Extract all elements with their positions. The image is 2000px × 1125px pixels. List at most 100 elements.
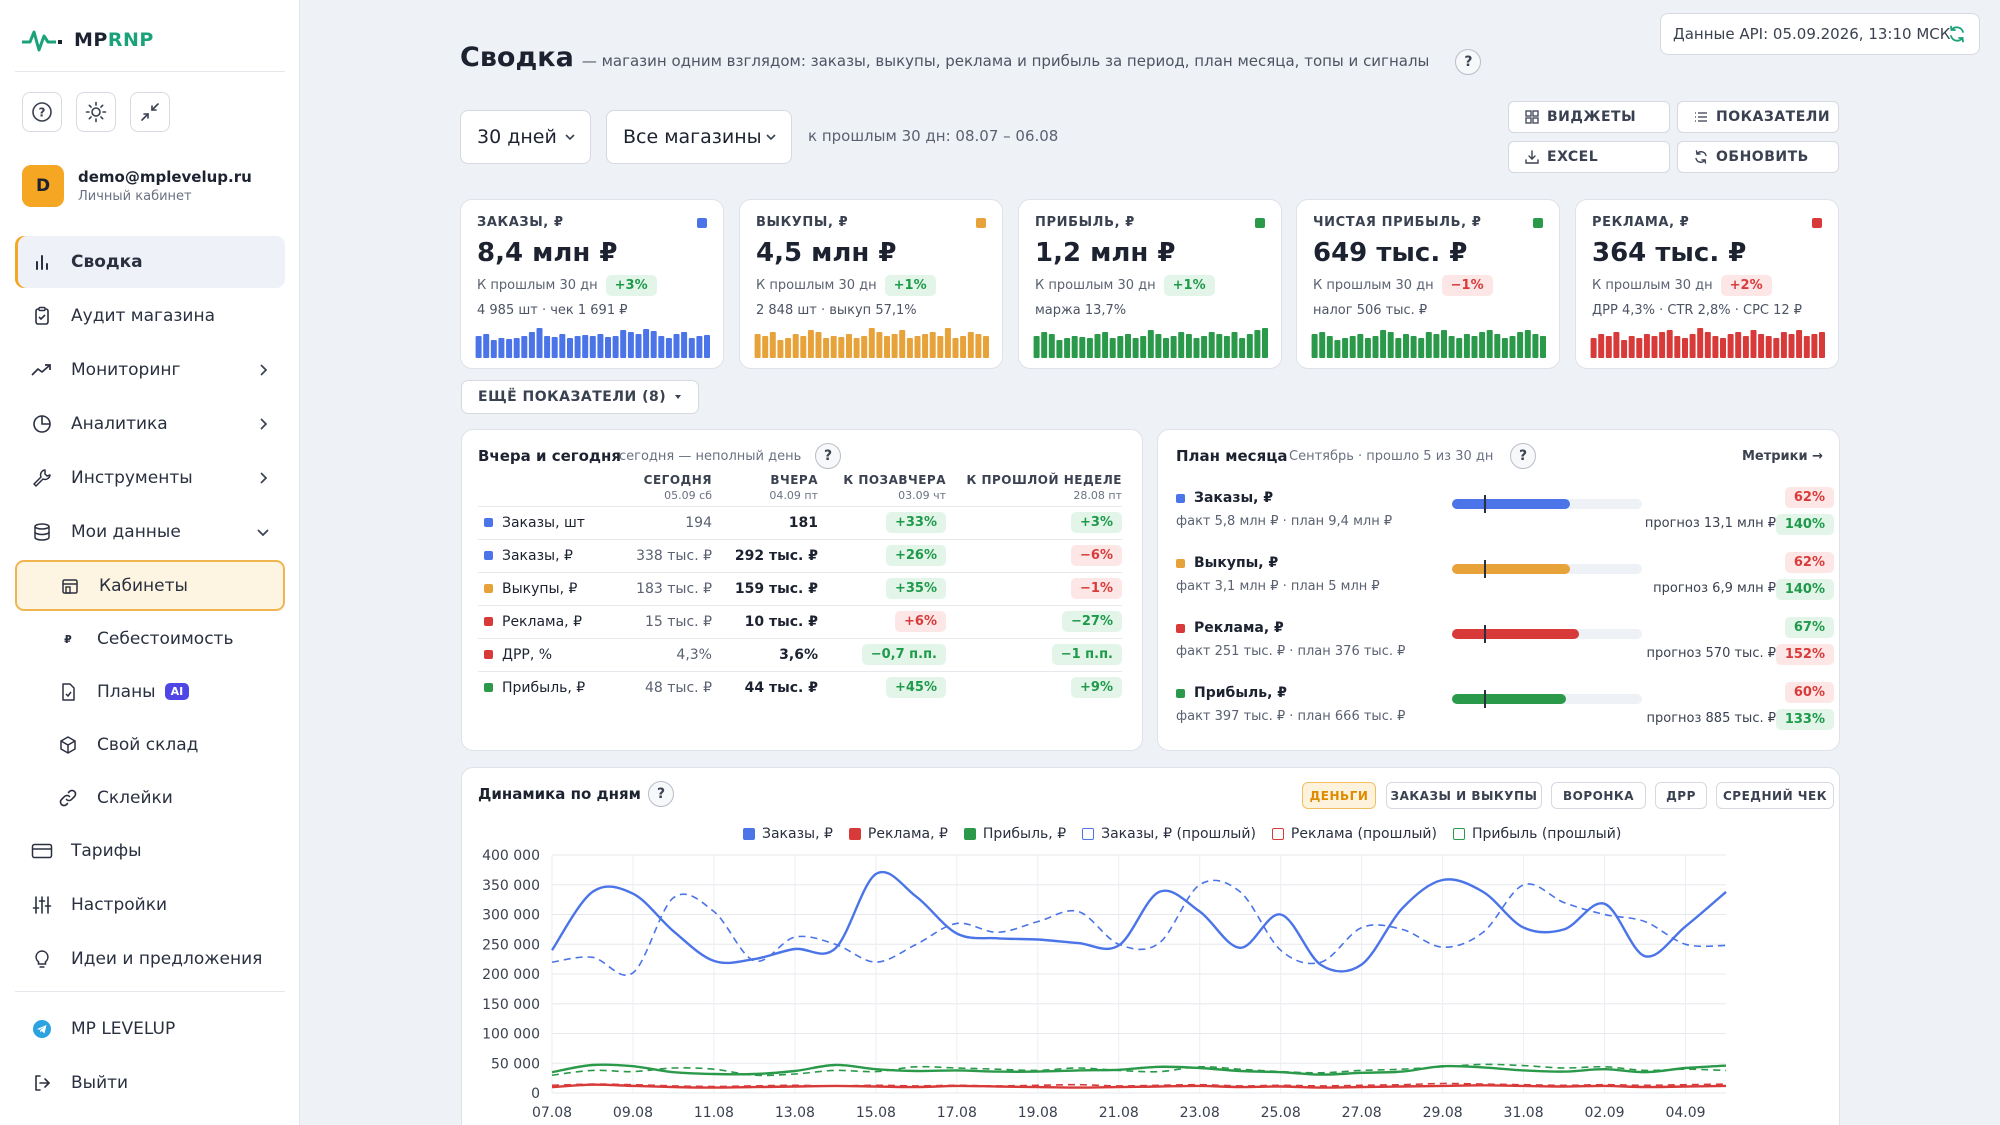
- kpi-label: ПРИБЫЛЬ, ₽: [1035, 215, 1135, 230]
- user-profile[interactable]: D demo@mplevelup.ru Личный кабинет: [22, 165, 252, 207]
- kpi-spark-bar: [1532, 334, 1539, 358]
- today-help-icon[interactable]: ?: [815, 443, 841, 469]
- tab-money[interactable]: ДЕНЬГИ: [1302, 782, 1376, 809]
- logo[interactable]: MPRNP: [22, 28, 154, 52]
- kpi-spark-bar: [1605, 336, 1612, 358]
- kpi-spark-bar: [1311, 334, 1318, 358]
- legend-item[interactable]: Заказы, ₽ (прошлый): [1082, 826, 1256, 842]
- page-help-icon[interactable]: ?: [1455, 49, 1482, 75]
- row-metric: Заказы, шт: [478, 505, 616, 539]
- kpi-card[interactable]: ВЫКУПЫ, ₽ 4,5 млн ₽ К прошлым 30 дн +1% 2…: [739, 199, 1003, 369]
- row-vs-day-before: +26%: [818, 538, 946, 572]
- excel-button[interactable]: EXCEL: [1508, 141, 1670, 173]
- kpi-sparkbars: [475, 328, 710, 358]
- sidebar-item-monitoring[interactable]: Мониторинг: [15, 344, 285, 396]
- tab-orders-buyouts[interactable]: ЗАКАЗЫ И ВЫКУПЫ: [1386, 782, 1542, 809]
- sync-icon[interactable]: [1947, 24, 1967, 44]
- store-select[interactable]: Все магазины: [606, 110, 792, 164]
- chevron-down-icon: [565, 134, 575, 141]
- help-icon: ?: [32, 102, 52, 122]
- kpi-spark-bar: [567, 338, 573, 358]
- today-panel-title: Вчера и сегодня: [478, 447, 622, 465]
- series-line-1: [551, 1083, 1727, 1089]
- collapse-button[interactable]: [130, 92, 170, 132]
- plan-color-dot: [1176, 688, 1185, 698]
- sidebar-item-label: Сводка: [71, 252, 143, 272]
- sidebar-item-mplevelup[interactable]: MP LEVELUP: [15, 1003, 285, 1055]
- sidebar-item-analytics[interactable]: Аналитика: [15, 398, 285, 450]
- pie-chart-icon: [33, 415, 51, 433]
- kpi-spark-bar: [1086, 338, 1093, 358]
- kpi-card[interactable]: ПРИБЫЛЬ, ₽ 1,2 млн ₽ К прошлым 30 дн +1% …: [1018, 199, 1282, 369]
- y-tick-label: 200 000: [482, 967, 540, 983]
- kpi-spark-bar: [1364, 338, 1371, 358]
- kpi-spark-bar: [1697, 328, 1704, 358]
- kpi-spark-bar: [1079, 337, 1086, 358]
- header-yesterday: ВЧЕРА 04.09 пт: [712, 468, 818, 506]
- kpi-card[interactable]: РЕКЛАМА, ₽ 364 тыс. ₽ К прошлым 30 дн +2%…: [1575, 199, 1839, 369]
- sidebar-item-tariffs[interactable]: Тарифы: [15, 825, 285, 877]
- sidebar-item-warehouse[interactable]: Свой склад: [15, 719, 285, 770]
- plan-metric-label: Реклама, ₽: [1194, 620, 1284, 636]
- x-tick-label: 23.08: [1180, 1105, 1220, 1121]
- sidebar-item-tools[interactable]: Инструменты: [15, 452, 285, 504]
- plan-row: Выкупы, ₽ факт 3,1 млн ₽ · план 5 млн ₽ …: [1176, 549, 1836, 611]
- plan-metrics-link[interactable]: Метрики →: [1741, 449, 1823, 464]
- kpi-card[interactable]: ЗАКАЗЫ, ₽ 8,4 млн ₽ К прошлым 30 дн +3% 4…: [460, 199, 724, 369]
- kpi-spark-bar: [1048, 334, 1055, 358]
- kpi-spark-bar: [1102, 332, 1109, 358]
- kpi-note: 4 985 шт · чек 1 691 ₽: [477, 303, 628, 318]
- kpi-card[interactable]: ЧИСТАЯ ПРИБЫЛЬ, ₽ 649 тыс. ₽ К прошлым 3…: [1296, 199, 1560, 369]
- row-metric: Выкупы, ₽: [478, 571, 616, 605]
- plan-pct-badge: 62%: [1784, 487, 1834, 508]
- plan-help-icon[interactable]: ?: [1510, 443, 1536, 469]
- sidebar-item-audit[interactable]: Аудит магазина: [15, 290, 285, 342]
- tab-avg-check[interactable]: СРЕДНИЙ ЧЕК: [1716, 782, 1834, 809]
- theme-toggle-button[interactable]: [76, 92, 116, 132]
- sidebar-item-logout[interactable]: Выйти: [15, 1057, 285, 1109]
- dynamics-title: Динамика по дням: [478, 785, 641, 803]
- refresh-button[interactable]: ОБНОВИТЬ: [1677, 141, 1839, 173]
- kpi-compare: К прошлым 30 дн +1%: [756, 275, 936, 296]
- compare-period-note: к прошлым 30 дн: 08.07 – 06.08: [808, 127, 1059, 145]
- legend-item[interactable]: Прибыль, ₽: [963, 826, 1066, 842]
- period-select[interactable]: 30 дней: [460, 110, 591, 164]
- legend-swatch: [848, 828, 861, 840]
- sidebar-item-merges[interactable]: Склейки: [15, 772, 285, 823]
- kpi-spark-bar: [1254, 330, 1261, 358]
- delta-badge: −1%: [1071, 578, 1122, 599]
- kpi-spark-bar: [681, 332, 688, 358]
- legend-item[interactable]: Реклама (прошлый): [1271, 826, 1437, 842]
- kpi-spark-bar: [937, 336, 944, 358]
- sidebar-item-cost[interactable]: ₽ Себестоимость: [15, 613, 285, 664]
- kpi-spark-bar: [929, 332, 936, 358]
- kpi-spark-bar: [506, 339, 513, 358]
- tab-drr[interactable]: ДРР: [1655, 782, 1707, 809]
- dynamics-chart: 400 000 350 000 300 000 250 000 200 000 150 0…: [482, 848, 1727, 1121]
- sidebar-item-my-data[interactable]: Мои данные: [15, 506, 285, 558]
- grid-icon: [1525, 110, 1539, 124]
- legend-item[interactable]: Прибыль (прошлый): [1453, 826, 1621, 842]
- sidebar-item-cabinets[interactable]: Кабинеты: [15, 560, 285, 611]
- help-button[interactable]: ?: [22, 92, 62, 132]
- widgets-button[interactable]: ВИДЖЕТЫ: [1508, 101, 1670, 133]
- legend-item[interactable]: Реклама, ₽: [848, 826, 948, 842]
- dynamics-help-icon[interactable]: ?: [648, 781, 674, 807]
- header-vs-day-before-label: К ПОЗАВЧЕРА: [843, 472, 946, 487]
- tab-funnel[interactable]: ВОРОНКА: [1551, 782, 1646, 809]
- sidebar-item-summary[interactable]: Сводка: [15, 236, 285, 288]
- kpi-spark-bar: [704, 335, 710, 358]
- more-metrics-button[interactable]: ЕЩЁ ПОКАЗАТЕЛИ (8): [461, 380, 700, 414]
- sidebar-item-plans[interactable]: Планы AI: [15, 666, 285, 717]
- kpi-delta-badge: +1%: [884, 275, 936, 296]
- delta-badge: +6%: [895, 611, 946, 632]
- sidebar-item-settings[interactable]: Настройки: [15, 879, 285, 931]
- plan-forecast-badge: 152%: [1775, 644, 1834, 665]
- row-vs-day-before: +33%: [818, 505, 946, 539]
- row-yesterday: 10 тыс. ₽: [712, 604, 818, 638]
- y-tick-label: 400 000: [482, 848, 540, 864]
- kpi-spark-bar: [1590, 338, 1597, 358]
- sidebar-item-ideas[interactable]: Идеи и предложения: [15, 933, 285, 985]
- metrics-button[interactable]: ПОКАЗАТЕЛИ: [1677, 101, 1839, 133]
- legend-item[interactable]: Заказы, ₽: [743, 826, 833, 842]
